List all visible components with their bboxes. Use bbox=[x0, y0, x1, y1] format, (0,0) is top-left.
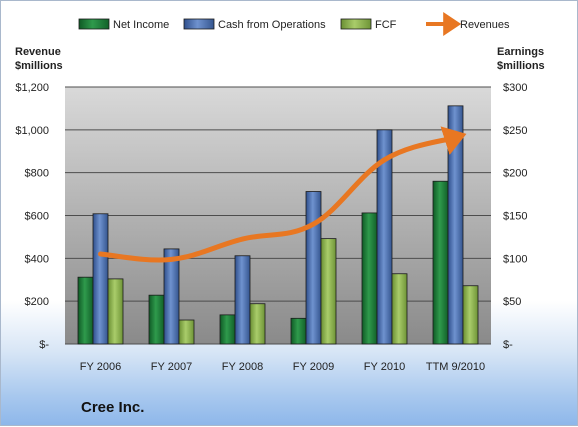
bar-net-income-fy-2006 bbox=[77, 276, 94, 345]
right-tick-label: $200 bbox=[503, 168, 527, 180]
legend-label-revenues: Revenues bbox=[460, 19, 510, 31]
bar-cash-from-operations-fy-2010 bbox=[376, 129, 393, 345]
left-axis-title-line-2: $millions bbox=[15, 60, 63, 72]
right-axis-title-line-2: $millions bbox=[497, 60, 545, 72]
right-tick-label: $300 bbox=[503, 82, 527, 94]
right-axis-title-line-1: Earnings bbox=[497, 46, 545, 58]
bar-cash-from-operations-fy-2009 bbox=[305, 191, 322, 345]
bar-fcf-ttm-9-2010 bbox=[462, 285, 479, 345]
bar-net-income-fy-2008 bbox=[219, 314, 236, 345]
right-tick-label: $150 bbox=[503, 211, 527, 223]
bar-fcf-fy-2009 bbox=[320, 238, 337, 345]
bar-cash-from-operations-fy-2006 bbox=[92, 213, 109, 345]
category-labels: FY 2006 FY 2007 FY 2008 FY 2009 FY 2010 TTM 9… bbox=[80, 361, 485, 373]
company-name: Cree Inc. bbox=[81, 399, 145, 416]
revenues-line bbox=[98, 126, 467, 263]
left-tick-label: $600 bbox=[25, 211, 49, 223]
bar-fcf-fy-2010 bbox=[391, 273, 408, 345]
left-tick-label: $800 bbox=[25, 168, 49, 180]
bars bbox=[77, 105, 479, 345]
bar-cash-from-operations-fy-2007 bbox=[163, 248, 180, 345]
bar-net-income-fy-2007 bbox=[148, 294, 165, 345]
right-tick-label: $50 bbox=[503, 296, 521, 308]
legend-label-fcf: FCF bbox=[375, 19, 397, 31]
bar-net-income-fy-2010 bbox=[361, 212, 378, 345]
right-tick-label: $100 bbox=[503, 253, 527, 265]
left-axis-ticks: $- $200 $400 $600 $800 $1,000 $1,200 bbox=[15, 82, 49, 351]
left-tick-label: $1,200 bbox=[15, 82, 49, 94]
legend-label-cash-from-operations: Cash from Operations bbox=[218, 19, 326, 31]
legend-label-net-income: Net Income bbox=[113, 19, 169, 31]
right-tick-label: $250 bbox=[503, 125, 527, 137]
revenue-line-layer bbox=[98, 126, 467, 263]
right-axis-ticks: $- $50 $100 $150 $200 $250 $300 bbox=[503, 82, 527, 351]
category-label: FY 2008 bbox=[222, 361, 263, 373]
bar-fcf-fy-2008 bbox=[249, 303, 266, 345]
category-label: FY 2007 bbox=[151, 361, 192, 373]
right-axis-title: Earnings $millions bbox=[497, 45, 545, 73]
left-tick-label: $400 bbox=[25, 253, 49, 265]
right-tick-label: $- bbox=[503, 339, 513, 351]
category-label: FY 2009 bbox=[293, 361, 334, 373]
left-tick-label: $- bbox=[39, 339, 49, 351]
legend-swatch-net-income bbox=[78, 18, 110, 30]
bar-cash-from-operations-ttm-9-2010 bbox=[447, 105, 464, 345]
bar-cash-from-operations-fy-2008 bbox=[234, 255, 251, 345]
bar-fcf-fy-2006 bbox=[107, 278, 124, 345]
legend: Net Income Cash from Operations FCF Revenue… bbox=[78, 12, 510, 36]
bar-net-income-ttm-9-2010 bbox=[432, 180, 449, 345]
legend-swatch-fcf bbox=[340, 18, 372, 30]
left-axis-title-line-1: Revenue bbox=[15, 46, 61, 58]
bar-net-income-fy-2009 bbox=[290, 317, 307, 345]
left-axis-title: Revenue $millions bbox=[15, 45, 63, 73]
category-label: FY 2006 bbox=[80, 361, 121, 373]
category-label: FY 2010 bbox=[364, 361, 405, 373]
bar-fcf-fy-2007 bbox=[178, 319, 195, 345]
legend-swatch-cash-from-operations bbox=[183, 18, 215, 30]
category-label: TTM 9/2010 bbox=[426, 361, 485, 373]
left-tick-label: $200 bbox=[25, 296, 49, 308]
left-tick-label: $1,000 bbox=[15, 125, 49, 137]
